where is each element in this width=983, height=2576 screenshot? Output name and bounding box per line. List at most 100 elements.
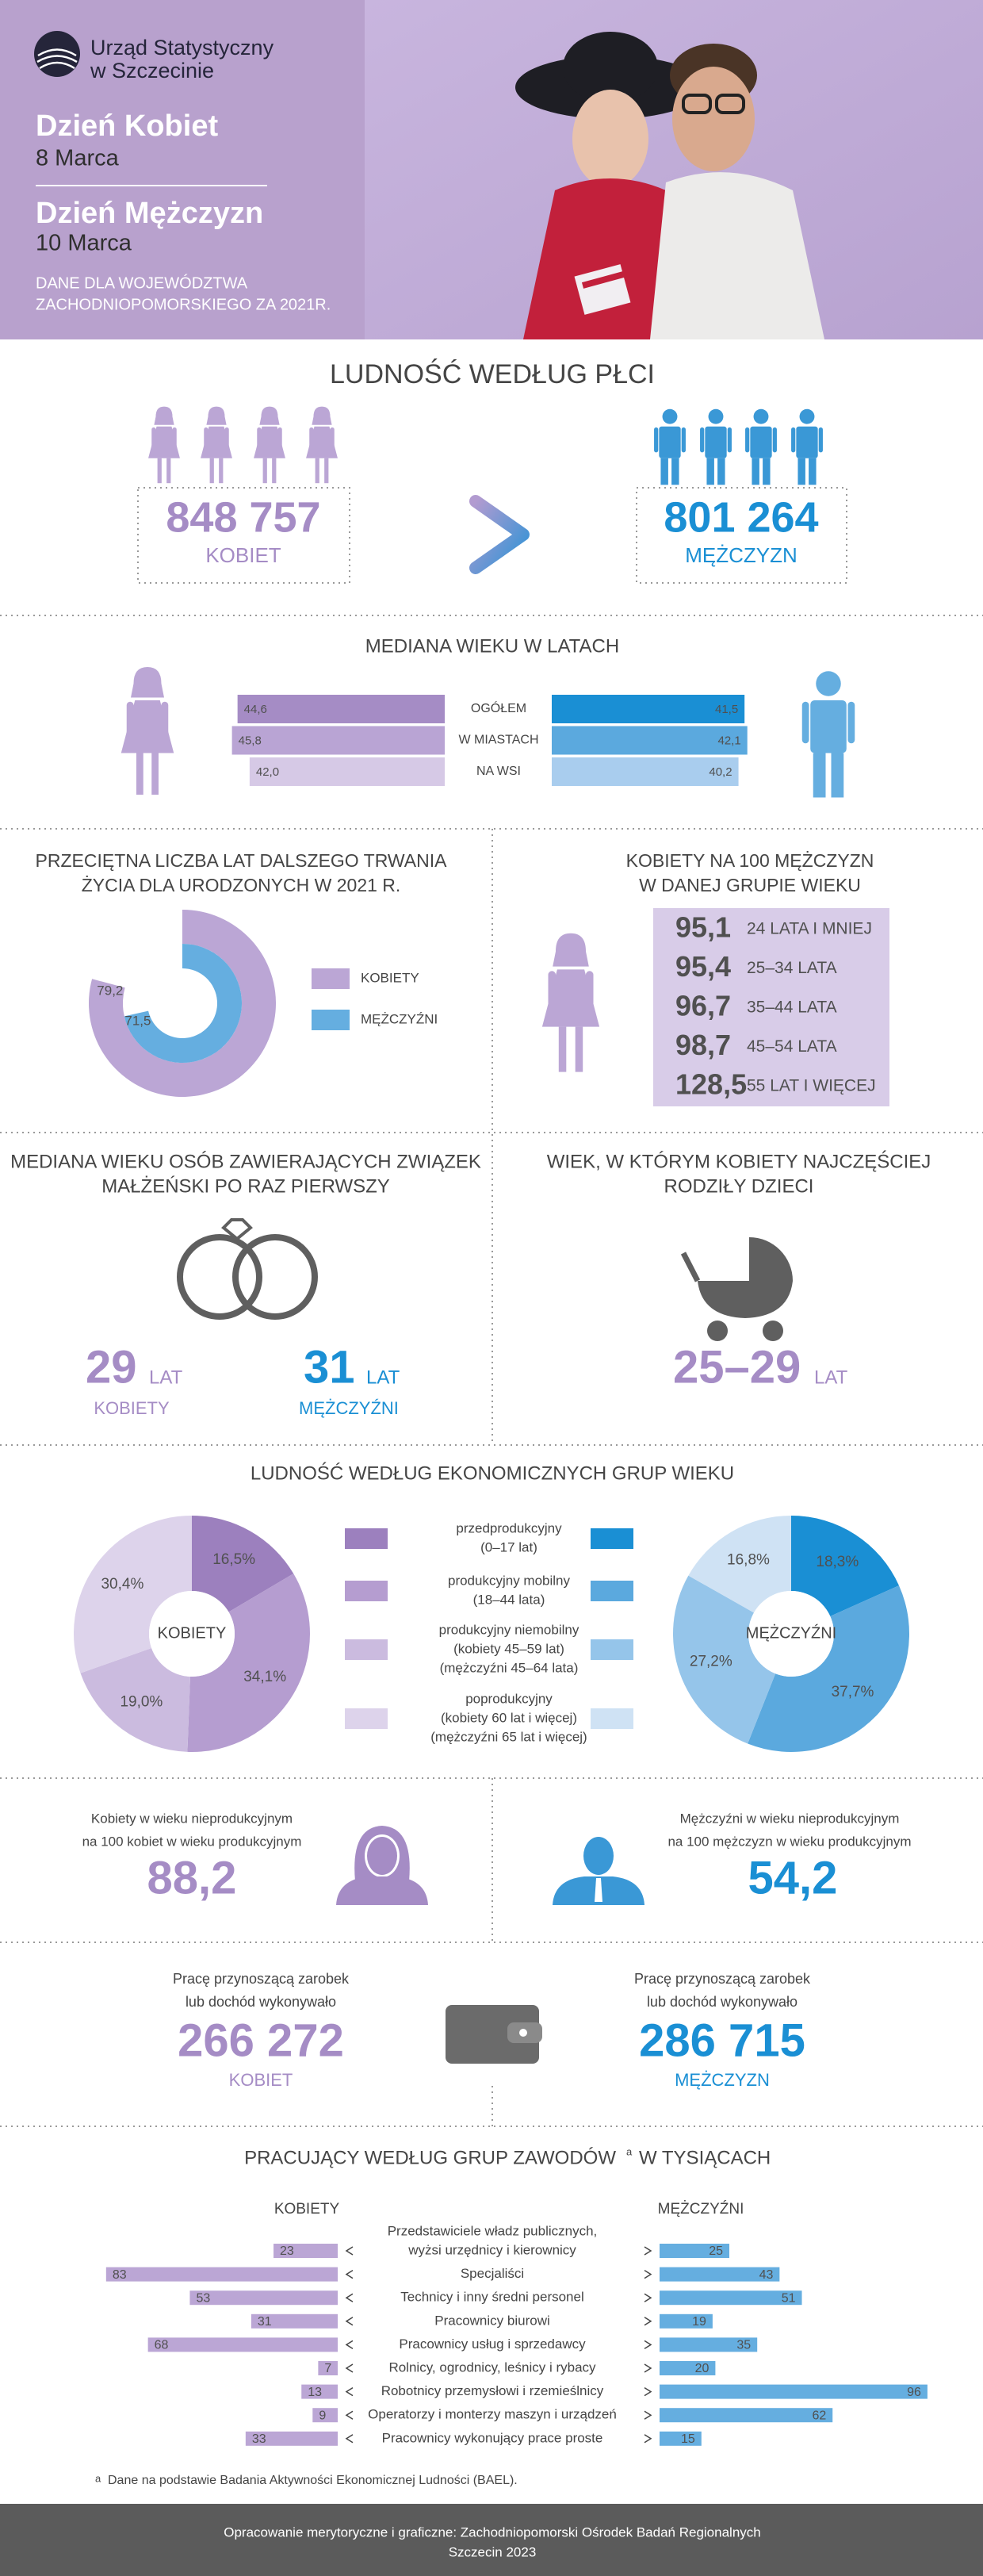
woman-icon bbox=[541, 933, 600, 1072]
leg bbox=[151, 753, 159, 795]
torso bbox=[796, 426, 818, 458]
leg bbox=[209, 458, 214, 484]
footnote-mark: a bbox=[95, 2472, 101, 2484]
arm bbox=[681, 427, 686, 453]
ratio-label: 55 LAT I WIĘCEJ bbox=[747, 1077, 876, 1095]
hair bbox=[553, 933, 589, 967]
legend-swatch bbox=[312, 1010, 350, 1030]
women-label: KOBIET bbox=[229, 2070, 293, 2090]
bar bbox=[231, 726, 445, 755]
value-label: 45,8 bbox=[239, 734, 262, 747]
women-day: Dzień Kobiet bbox=[36, 109, 218, 143]
chevron bbox=[345, 2269, 354, 2279]
men-marriage-age: 31 bbox=[304, 1341, 355, 1393]
arm bbox=[277, 427, 282, 450]
leg bbox=[831, 753, 844, 798]
dress bbox=[306, 426, 338, 458]
chevron bbox=[644, 2293, 652, 2302]
org-name: Urząd Statystyczny bbox=[90, 36, 274, 59]
arm bbox=[847, 701, 855, 744]
chevron bbox=[644, 2317, 652, 2326]
pie-center-label: KOBIETY bbox=[158, 1624, 227, 1642]
legend-swatch bbox=[345, 1528, 388, 1549]
chart-title: LUDNOŚĆ WEDŁUG EKONOMICZNYCH GRUP WIEKU bbox=[251, 1462, 734, 1484]
bar bbox=[105, 2267, 338, 2282]
arm bbox=[818, 427, 823, 453]
woman-bust-icon bbox=[336, 1826, 428, 1905]
woman-icon bbox=[201, 406, 232, 484]
value-label: 42,1 bbox=[718, 734, 741, 747]
section-title: LUDNOŚĆ WEDŁUG PŁCI bbox=[330, 358, 655, 389]
category-label: Operatorzy i monterzy maszyn i urządzeń bbox=[368, 2407, 617, 2422]
chart-title: PRACUJĄCY WEDŁUG GRUP ZAWODÓW bbox=[244, 2147, 616, 2168]
stroller-icon bbox=[680, 1237, 793, 1341]
category-label: Technicy i inny średni personel bbox=[400, 2290, 584, 2305]
men-label: MĘŻCZYZN bbox=[685, 543, 797, 567]
face-fill bbox=[583, 1837, 614, 1875]
value-label: 31 bbox=[258, 2315, 272, 2329]
men-date: 10 Marca bbox=[36, 231, 132, 256]
column-header: KOBIETY bbox=[274, 2201, 340, 2218]
category-label: Pracownicy usług i sprzedawcy bbox=[399, 2336, 586, 2352]
chart-title-unit: W TYSIĄCACH bbox=[639, 2147, 771, 2168]
dress bbox=[120, 700, 174, 753]
value-label: 44,6 bbox=[244, 703, 267, 716]
dependency-text: na 100 kobiet w wieku produkcyjnym bbox=[82, 1834, 302, 1849]
footer-text: Opracowanie merytoryczne i graficzne: Za… bbox=[224, 2524, 761, 2540]
value-label: 25 bbox=[709, 2244, 723, 2258]
value-label: 51 bbox=[782, 2291, 796, 2305]
dress bbox=[254, 426, 285, 458]
category-label: W MIASTACH bbox=[458, 734, 538, 747]
value-label: 41,5 bbox=[715, 703, 738, 716]
tie bbox=[595, 1878, 602, 1902]
pie-slice bbox=[74, 1516, 193, 1673]
footer-text: Szczecin 2023 bbox=[449, 2544, 537, 2559]
pie-slice bbox=[791, 1516, 899, 1616]
hair bbox=[312, 406, 332, 425]
chart-title: MEDIANA WIEKU W LATACH bbox=[365, 635, 619, 657]
legend-swatch bbox=[591, 1708, 633, 1729]
chevron bbox=[644, 2434, 652, 2444]
bar bbox=[189, 2290, 338, 2306]
employed-text: lub dochód wykonywało bbox=[647, 1994, 797, 2010]
header-note: ZACHODNIOPOMORSKIEGO ZA 2021R. bbox=[36, 296, 331, 313]
women-marriage-age: 29 bbox=[86, 1341, 137, 1393]
value-label: 34,1% bbox=[243, 1669, 286, 1685]
value-label: 68 bbox=[155, 2339, 169, 2352]
ratio-value: 96,7 bbox=[675, 990, 731, 1022]
unit: LAT bbox=[814, 1367, 848, 1388]
leg bbox=[809, 458, 817, 485]
bar bbox=[552, 757, 739, 786]
leg bbox=[166, 458, 171, 484]
arm bbox=[126, 701, 134, 738]
arm bbox=[745, 427, 750, 453]
legend-label: (kobiety 45–59 lat) bbox=[453, 1641, 564, 1656]
head bbox=[753, 408, 769, 424]
hair bbox=[259, 406, 280, 425]
section-title: RODZIŁY DZIECI bbox=[664, 1175, 814, 1197]
leg bbox=[575, 1026, 583, 1072]
value-label: 42,0 bbox=[256, 765, 279, 779]
unit: LAT bbox=[366, 1367, 400, 1388]
section-title: KOBIETY NA 100 MĘŻCZYZN bbox=[626, 850, 874, 871]
legend-label: (18–44 lata) bbox=[473, 1592, 545, 1607]
chevron bbox=[345, 2410, 354, 2420]
leg bbox=[671, 458, 679, 485]
value-label: 62 bbox=[812, 2409, 826, 2422]
logo bbox=[34, 31, 80, 77]
dress bbox=[201, 426, 232, 458]
ratio-label: 24 LATA I MNIEJ bbox=[747, 920, 872, 938]
chevron bbox=[345, 2434, 354, 2444]
pie-hole bbox=[149, 1591, 235, 1677]
women-label: KOBIET bbox=[205, 543, 281, 567]
arm bbox=[151, 427, 156, 450]
value-label: 16,8% bbox=[727, 1551, 770, 1568]
men-count: 801 264 bbox=[664, 493, 818, 541]
pie-center-label: MĘŻCZYŹNI bbox=[746, 1623, 836, 1642]
bar bbox=[660, 2290, 802, 2306]
legend-label: produkcyjny niemobilny bbox=[439, 1622, 579, 1637]
head bbox=[708, 408, 724, 424]
arm bbox=[700, 427, 705, 453]
dependency-text: Kobiety w wieku nieprodukcyjnym bbox=[91, 1811, 293, 1826]
legend-label: (0–17 lat) bbox=[480, 1539, 537, 1554]
